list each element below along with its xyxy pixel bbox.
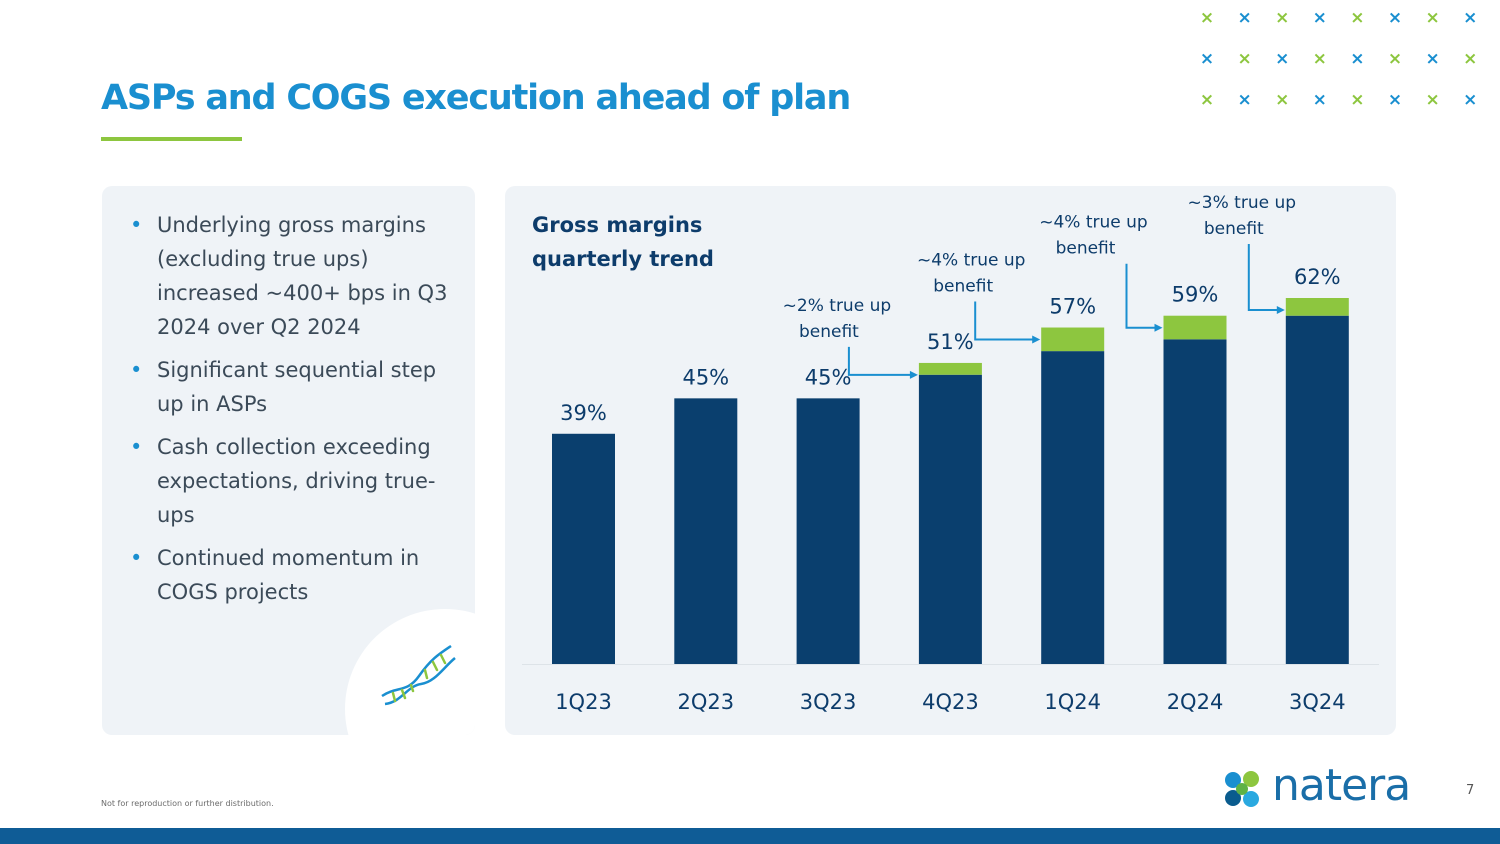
data-label: 59% xyxy=(1172,283,1219,307)
disclaimer: Not for reproduction or further distribu… xyxy=(101,799,274,808)
x-mark-icon: × xyxy=(1199,90,1215,110)
chart-title: Gross margins quarterly trend xyxy=(532,213,714,271)
x-mark-icon: × xyxy=(1463,8,1478,28)
x-mark-icon: × xyxy=(1237,90,1252,110)
x-mark-icon: × xyxy=(1237,49,1252,69)
x-mark-icon: × xyxy=(1312,90,1327,110)
bullet-item: Significant sequential step up in ASPs xyxy=(102,353,475,421)
x-mark-icon: × xyxy=(1275,49,1290,69)
x-mark-icon: × xyxy=(1387,90,1403,110)
x-tick-label: 1Q24 xyxy=(1044,690,1101,714)
x-tick-label: 3Q23 xyxy=(800,690,857,714)
footer-bar xyxy=(0,828,1500,844)
x-mark-icon: × xyxy=(1199,49,1215,69)
bullet-item: Cash collection exceeding expectations, … xyxy=(102,430,475,532)
bar-true-up xyxy=(1285,298,1349,316)
bar-true-up xyxy=(1041,327,1105,352)
x-tick-label: 3Q24 xyxy=(1289,690,1346,714)
bar-base xyxy=(1163,339,1227,664)
bar-base xyxy=(918,374,982,664)
annotation-text: ~4% true up benefit xyxy=(917,251,1025,297)
arrow-head-icon xyxy=(1154,323,1163,332)
bar-base xyxy=(1285,315,1349,664)
annotation-text: ~3% true up benefit xyxy=(1188,193,1296,239)
bar-base xyxy=(796,398,860,664)
natera-logo: natera xyxy=(1222,760,1432,814)
title-underline xyxy=(101,137,242,141)
bullet-item: Continued momentum in COGS projects xyxy=(102,541,475,609)
annotation-text: ~2% true up benefit xyxy=(783,296,891,342)
dna-helix-icon xyxy=(381,644,456,706)
x-mark-icon: × xyxy=(1199,8,1215,28)
x-tick-label: 2Q23 xyxy=(677,690,734,714)
x-mark-icon: × xyxy=(1350,90,1365,110)
x-tick-label: 2Q24 xyxy=(1167,690,1224,714)
x-mark-icon: × xyxy=(1463,49,1478,69)
x-mark-icon: × xyxy=(1350,8,1365,28)
x-mark-icon: × xyxy=(1312,8,1327,28)
bullet-list: Underlying gross margins (excluding true… xyxy=(102,208,475,618)
bar-base xyxy=(552,433,615,664)
x-mark-icon: × xyxy=(1425,90,1440,110)
annotation-arrow xyxy=(847,346,913,376)
arrow-head-icon xyxy=(1032,335,1041,344)
data-label: 39% xyxy=(560,401,607,425)
data-label: 57% xyxy=(1049,295,1096,319)
data-label: 62% xyxy=(1294,265,1341,289)
x-tick-label: 1Q23 xyxy=(555,690,612,714)
logo-text: natera xyxy=(1272,760,1411,811)
bar-true-up xyxy=(1163,315,1227,340)
x-mark-icon: × xyxy=(1425,8,1440,28)
x-pattern-icon: × × × × × × × × × × × × × × × × × × × × × × × × xyxy=(1188,8,1488,128)
bar-true-up xyxy=(918,362,982,375)
arrow-head-icon xyxy=(1276,306,1285,314)
annotation-text: ~4% true up benefit xyxy=(1039,213,1147,259)
x-mark-icon: × xyxy=(1312,49,1327,69)
x-mark-icon: × xyxy=(1237,8,1252,28)
x-mark-icon: × xyxy=(1387,8,1403,28)
data-label: 45% xyxy=(682,365,729,389)
bar-base xyxy=(1041,351,1105,664)
bar-base xyxy=(674,398,738,664)
gross-margin-chart: 39% 1Q23 45% 2Q23 45% 3Q23 51% 4Q23 57% 1Q24 59% 2Q… xyxy=(522,193,1379,714)
bullet-item: Underlying gross margins (excluding true… xyxy=(102,208,475,344)
x-tick-label: 4Q23 xyxy=(922,690,979,714)
data-label: 45% xyxy=(805,365,852,389)
summary-card: Underlying gross margins (excluding true… xyxy=(102,186,475,735)
x-mark-icon: × xyxy=(1387,49,1403,69)
data-label: 51% xyxy=(927,330,974,354)
x-mark-icon: × xyxy=(1275,8,1290,28)
annotation-arrow xyxy=(974,301,1036,341)
slide-title: ASPs and COGS execution ahead of plan xyxy=(101,78,851,118)
page-number: 7 xyxy=(1466,783,1475,798)
x-mark-icon: × xyxy=(1350,49,1365,69)
x-mark-icon: × xyxy=(1425,49,1440,69)
x-mark-icon: × xyxy=(1463,90,1478,110)
annotation-arrow xyxy=(1247,244,1280,311)
annotation-arrow xyxy=(1125,263,1158,329)
x-mark-icon: × xyxy=(1275,90,1290,110)
arrow-head-icon xyxy=(909,370,918,379)
natera-logo-icon xyxy=(1225,771,1259,807)
